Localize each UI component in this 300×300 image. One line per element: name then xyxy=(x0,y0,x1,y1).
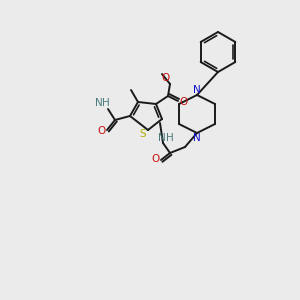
Text: H: H xyxy=(102,98,110,108)
Text: O: O xyxy=(180,97,188,107)
Text: N: N xyxy=(193,133,201,143)
Text: O: O xyxy=(151,154,159,164)
Text: N: N xyxy=(193,85,201,95)
Text: N: N xyxy=(95,98,103,108)
Text: S: S xyxy=(140,129,146,139)
Text: O: O xyxy=(97,126,105,136)
Text: H: H xyxy=(166,133,174,143)
Text: O: O xyxy=(162,73,170,83)
Text: N: N xyxy=(158,133,166,143)
